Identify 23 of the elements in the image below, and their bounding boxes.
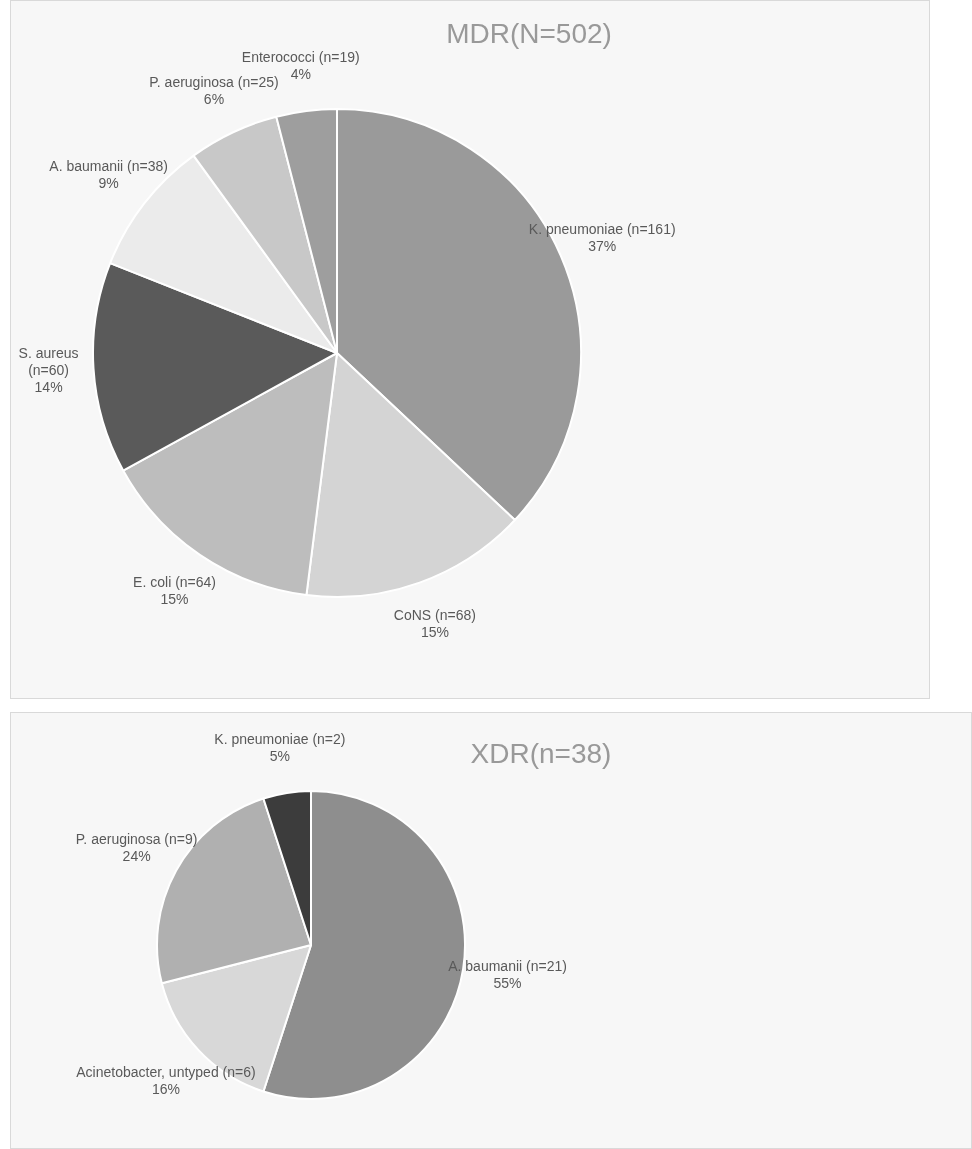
data-label: 4%	[290, 65, 311, 82]
data-label: 15%	[420, 624, 449, 641]
slice-label: E. coli (n=64)	[133, 574, 216, 591]
slice-label: K. pneumoniae (n=161)	[528, 220, 676, 237]
data-label: 16%	[151, 1080, 180, 1097]
slice-label: K. pneumoniae (n=2)	[214, 730, 346, 747]
slice-label: CoNS (n=68)	[393, 607, 476, 624]
data-label: 6%	[203, 90, 225, 107]
slice-label: P. aeruginosa (n=9)	[75, 831, 198, 848]
data-label: 5%	[269, 747, 290, 764]
slice-label: P. aeruginosa (n=25)	[149, 73, 279, 90]
slice-label: A. baumanii (n=38)	[49, 158, 168, 175]
slice-label: Enterococci (n=19)	[241, 48, 360, 65]
data-label: 9%	[98, 175, 119, 192]
slice-label: S. aureus (n=60)	[18, 345, 79, 379]
chart-title: XDR(n=38)	[470, 737, 612, 769]
data-label: 55%	[493, 975, 522, 992]
data-label: 14%	[34, 379, 63, 396]
slice-label: Acinetobacter, untyped (n=6)	[76, 1063, 256, 1080]
data-label: 24%	[122, 848, 151, 865]
data-label: 37%	[588, 237, 617, 254]
data-label: 15%	[160, 591, 189, 608]
chart-title: MDR(N=502)	[446, 17, 612, 49]
